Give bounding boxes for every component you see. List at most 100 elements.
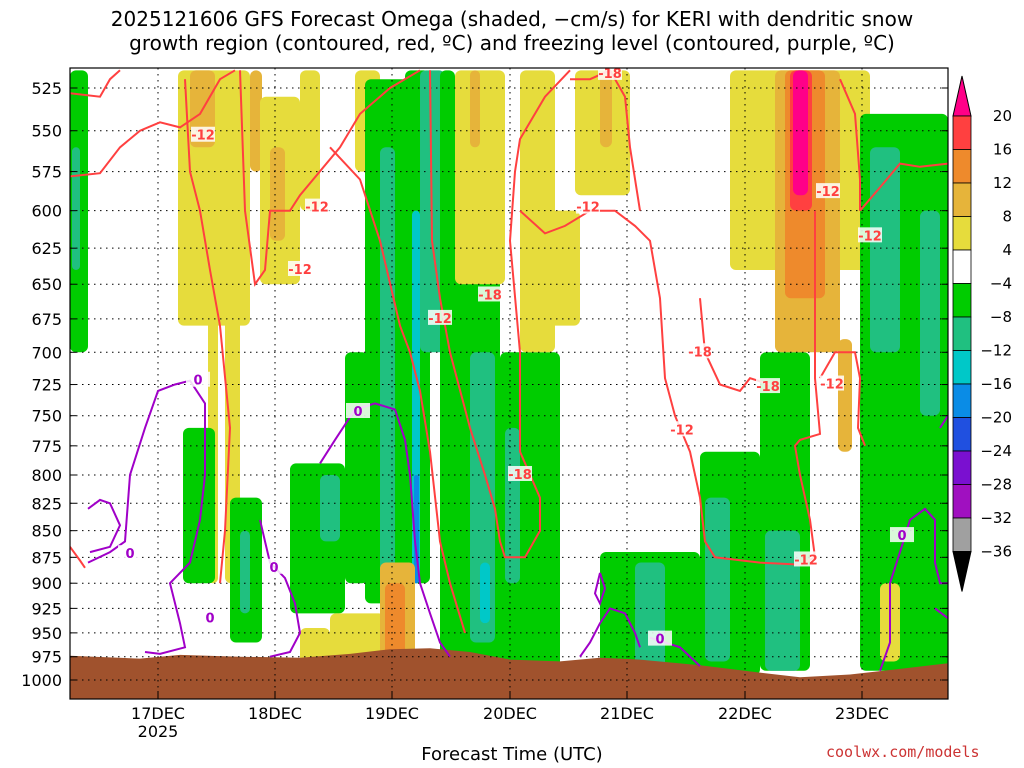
x-year-label: 2025 <box>138 722 179 741</box>
dendritic-contour <box>699 298 771 393</box>
contour-label: -12 <box>288 263 312 278</box>
freezing-contour <box>579 607 641 658</box>
terrain-surface <box>70 648 948 699</box>
y-tick-label: 900 <box>31 574 62 593</box>
colorbar-label: 4 <box>1002 241 1012 259</box>
y-tick-label: 600 <box>31 202 62 221</box>
colorbar-segment <box>952 216 972 251</box>
contour-label: -18 <box>508 468 532 483</box>
omega-region <box>345 352 368 584</box>
dendritic-contour <box>429 69 571 559</box>
contour-labels: -12 -12 -12 -18 -18 -12 -12 -12 -18 -18 -12 -12 -18 -… <box>118 64 914 648</box>
contour-label: -12 <box>305 201 329 216</box>
omega-region <box>505 427 520 584</box>
contour-label-bg <box>346 403 370 419</box>
contour-label-bg <box>576 198 600 214</box>
contour-label-bg <box>191 126 215 142</box>
colorbar-label: 8 <box>1002 208 1012 226</box>
y-tick-label: 1000 <box>21 671 62 690</box>
colorbar-segment <box>952 383 972 418</box>
omega-region <box>600 70 612 148</box>
contour-label: -12 <box>191 129 215 144</box>
y-tick-label: 575 <box>31 163 62 182</box>
omega-region <box>765 530 800 671</box>
omega-region <box>838 339 852 452</box>
contour-label-bg <box>118 545 142 561</box>
x-tick-label: 20DEC <box>483 704 537 723</box>
y-axis: 525 550 575 600 625 650 675 700 725 750 775 800 825 8… <box>21 79 948 690</box>
freezing-contour <box>593 572 607 607</box>
contour-label: -12 <box>428 312 452 327</box>
y-tick-label: 875 <box>31 548 62 567</box>
y-tick-label: 825 <box>31 494 62 513</box>
colorbar-segment <box>952 115 972 150</box>
contour-label: 0 <box>353 405 362 420</box>
y-tick-label: 925 <box>31 599 62 618</box>
dendritic-contour <box>859 162 948 212</box>
contour-label: 0 <box>125 547 134 562</box>
omega-region <box>270 147 285 241</box>
contour-label: 0 <box>897 529 906 544</box>
contour-label: -18 <box>756 380 780 395</box>
contour-label: 0 <box>269 561 278 576</box>
colorbar-label: −4 <box>990 275 1012 293</box>
colorbar-segment <box>952 450 972 485</box>
colorbar: 20 16 12 8 4 −4 −8 −12 −16 −20 −24 −28 −32 −36 <box>952 75 1012 592</box>
y-tick-label: 725 <box>31 376 62 395</box>
omega-region <box>240 530 250 614</box>
contour-label: 0 <box>193 374 202 389</box>
colorbar-segment <box>952 316 972 351</box>
x-axis: 17DEC 18DEC 19DEC 20DEC 21DEC 22DEC 23DEC 2025 <box>131 691 889 741</box>
y-tick-label: 750 <box>31 407 62 426</box>
contour-label: -18 <box>688 345 712 360</box>
contour-label-bg <box>858 227 882 243</box>
colorbar-segment <box>952 417 972 452</box>
contour-label-bg <box>670 421 694 437</box>
y-tick-label: 525 <box>31 79 62 98</box>
y-tick-label: 675 <box>31 310 62 329</box>
colorbar-label: −24 <box>980 442 1012 460</box>
y-tick-label: 800 <box>31 466 62 485</box>
contour-label: -12 <box>670 423 694 438</box>
x-tick-label: 22DEC <box>718 704 772 723</box>
chart-title-line2: growth region (contoured, red, ºC) and f… <box>129 31 895 55</box>
contour-label-bg <box>478 286 502 302</box>
omega-region <box>385 583 405 657</box>
dendritic-contour <box>70 69 236 178</box>
omega-region <box>470 70 480 148</box>
contour-label: 0 <box>655 633 664 648</box>
y-tick-label: 975 <box>31 648 62 667</box>
contour-label-bg <box>186 371 210 387</box>
colorbar-segment <box>952 249 972 284</box>
colorbar-label: −36 <box>980 543 1012 561</box>
chart-title-line1: 2025121606 GFS Forecast Omega (shaded, −… <box>110 7 914 31</box>
freezing-contour <box>87 498 122 554</box>
colorbar-label: 12 <box>993 174 1012 192</box>
contour-label-bg <box>508 465 532 481</box>
omega-region <box>380 147 395 584</box>
contour-label: -12 <box>858 229 882 244</box>
contour-label: -12 <box>576 201 600 216</box>
colorbar-label: −20 <box>980 409 1012 427</box>
omega-region <box>793 70 808 196</box>
contour-label-bg <box>890 527 914 543</box>
colorbar-label: −8 <box>990 308 1012 326</box>
omega-region <box>635 562 665 671</box>
omega-region <box>870 147 900 353</box>
plot-frame <box>69 67 949 700</box>
dendritic-contour <box>70 546 86 569</box>
dendritic-contour <box>239 69 421 287</box>
colorbar-segment <box>952 182 972 217</box>
contour-label-bg <box>648 630 672 646</box>
omega-region <box>540 210 580 326</box>
y-tick-label: 775 <box>31 437 62 456</box>
contour-label-bg <box>305 198 329 214</box>
contour-label: -18 <box>598 67 622 82</box>
colorbar-label: −28 <box>980 476 1012 494</box>
y-tick-label: 700 <box>31 343 62 362</box>
dendritic-contour <box>819 351 866 447</box>
colorbar-segment <box>952 75 972 117</box>
x-tick-label: 23DEC <box>835 704 889 723</box>
x-axis-label: Forecast Time (UTC) <box>421 744 603 765</box>
